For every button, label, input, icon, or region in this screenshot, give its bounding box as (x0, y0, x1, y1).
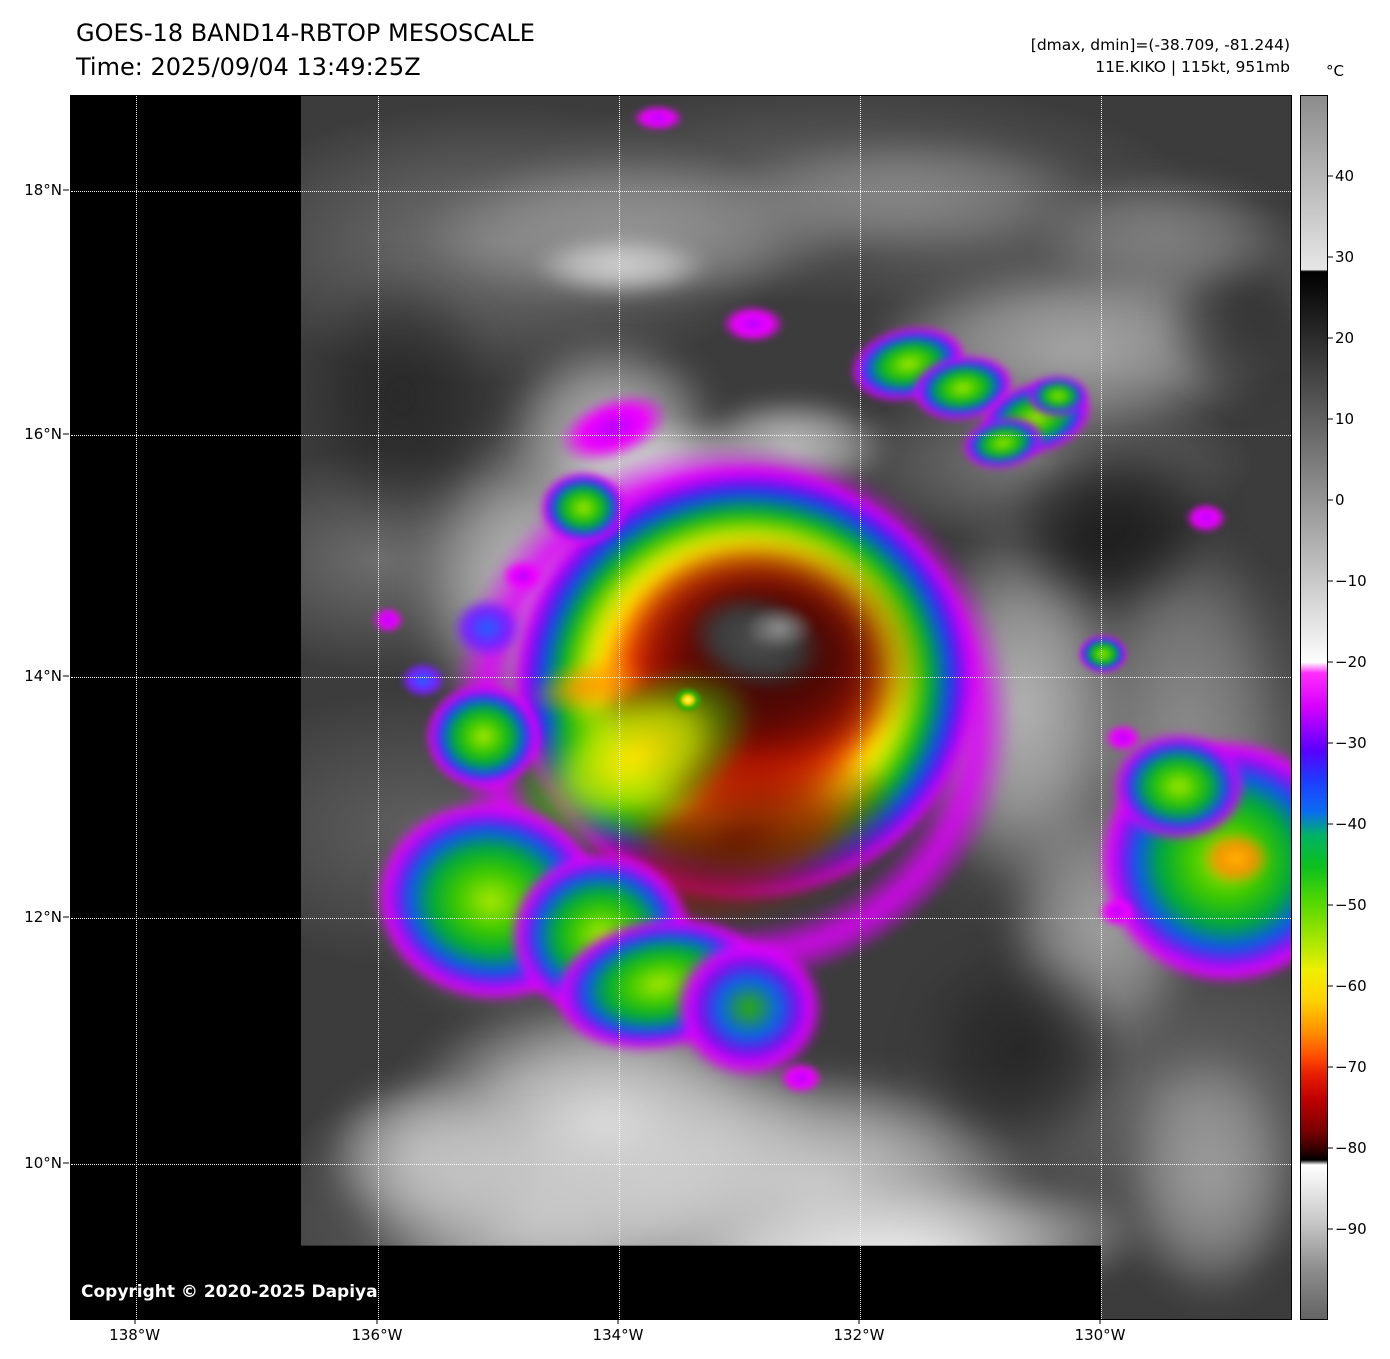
y-axis-tick-mark (63, 1162, 69, 1164)
cold-speck (1185, 503, 1227, 533)
colorbar-tick-label: 10 (1335, 409, 1355, 428)
gridline-longitude (1101, 96, 1103, 1319)
y-axis-tick-label: 18°N (24, 181, 62, 200)
colorbar-tick-mark (1328, 256, 1333, 258)
x-axis-tick-mark (376, 1319, 378, 1324)
colorbar-tick-mark (1328, 337, 1333, 339)
gridline-longitude (377, 96, 379, 1319)
gridline-latitude (71, 435, 1291, 436)
colorbar-tick-label: −60 (1335, 976, 1367, 995)
colorbar-tick-label: −10 (1335, 571, 1367, 590)
x-axis-tick-label: 134°W (592, 1326, 644, 1344)
rainband-blob (425, 683, 541, 789)
rainband-blob (540, 472, 626, 544)
hurricane-eye (673, 687, 703, 713)
x-axis-tick-label: 132°W (833, 1326, 885, 1344)
colorbar-tick-mark (1328, 985, 1333, 987)
x-axis-tick-label: 130°W (1074, 1326, 1126, 1344)
cold-speck (779, 1062, 823, 1094)
colorbar-tick-mark (1328, 823, 1333, 825)
cloud-blob (911, 946, 1131, 1156)
page-title: GOES-18 BAND14-RBTOP MESOSCALE (76, 19, 535, 47)
gridline-latitude (71, 191, 1291, 193)
x-axis-tick-mark (1099, 1319, 1101, 1324)
temperature-colorbar (1300, 95, 1328, 1320)
rainband-blob (674, 938, 824, 1078)
y-axis-tick-label: 14°N (24, 667, 62, 686)
title-block: GOES-18 BAND14-RBTOP MESOSCALE Time: 202… (76, 16, 535, 84)
colorbar-tick-label: −70 (1335, 1057, 1367, 1076)
copyright-text: Copyright © 2020-2025 Dapiya (81, 1282, 378, 1302)
colorbar-tick-mark (1328, 1147, 1333, 1149)
x-axis-tick-label: 138°W (109, 1326, 161, 1344)
cold-speck (372, 607, 404, 633)
colorbar-tick-mark (1328, 580, 1333, 582)
colorbar-tick-label: −40 (1335, 814, 1367, 833)
rainband-blob (452, 598, 522, 658)
y-axis-tick-label: 16°N (24, 425, 62, 443)
y-axis-tick-label: 10°N (24, 1154, 62, 1173)
storm-status: 11E.KIKO | 115kt, 951mb (1095, 58, 1290, 76)
colorbar-tick-mark (1328, 499, 1333, 501)
eye-warm-spot (744, 605, 814, 651)
cloud-blob (321, 1076, 521, 1236)
y-axis-tick-mark (63, 675, 69, 677)
cloud-cluster-blob (1028, 376, 1088, 416)
x-axis-tick-mark (134, 1319, 136, 1324)
cloud-blob (1121, 1046, 1291, 1306)
colorbar-unit-label: °C (1326, 62, 1344, 80)
x-axis-tick-mark (617, 1319, 619, 1324)
cold-speck (502, 560, 544, 592)
colorbar-tick-label: 40 (1335, 166, 1355, 185)
colorbar-tick-label: −50 (1335, 895, 1367, 914)
colorbar-tick-label: −30 (1335, 733, 1367, 752)
cloud-blob (1031, 171, 1291, 301)
east-storm-core (1201, 830, 1271, 886)
colorbar-tick-label: 0 (1335, 490, 1345, 509)
info-block: [dmax, dmin]=(-38.709, -81.244) 11E.KIKO… (1031, 34, 1290, 78)
colorbar-tick-mark (1328, 661, 1333, 663)
y-axis-tick-label: 12°N (24, 907, 62, 926)
dmax-dmin-readout: [dmax, dmin]=(-38.709, -81.244) (1030, 36, 1290, 54)
east-storm-blob (1114, 733, 1244, 839)
colorbar-tick-label: 20 (1335, 328, 1355, 347)
colorbar-tick-label: −80 (1335, 1138, 1367, 1157)
gridline-longitude (135, 96, 137, 1319)
colorbar-tick-mark (1328, 175, 1333, 177)
y-axis-tick-mark (63, 189, 69, 191)
colorbar-tick-mark (1328, 1066, 1333, 1068)
cloud-blob (531, 236, 711, 296)
satellite-map-plot: Copyright © 2020-2025 Dapiya (70, 95, 1292, 1320)
colorbar-tick-mark (1328, 904, 1333, 906)
gridline-longitude (619, 96, 621, 1319)
gridline-latitude (71, 1164, 1291, 1166)
gridline-longitude (859, 96, 861, 1319)
x-axis-tick-mark (858, 1319, 860, 1324)
colorbar-tick-label: −90 (1335, 1219, 1367, 1238)
colorbar-tick-label: 30 (1335, 247, 1355, 266)
colorbar-tick-label: −20 (1335, 652, 1367, 671)
colorbar-tick-mark (1328, 742, 1333, 744)
x-axis-tick-label: 136°W (351, 1326, 403, 1344)
colorbar-tick-mark (1328, 418, 1333, 420)
timestamp: Time: 2025/09/04 13:49:25Z (76, 53, 421, 81)
cold-speck (721, 305, 785, 343)
cold-speck (1098, 897, 1136, 927)
cold-speck (632, 105, 684, 131)
y-axis-tick-mark (63, 916, 69, 918)
cold-speck (400, 662, 446, 698)
gridline-latitude (71, 917, 1291, 919)
cold-speck (1079, 635, 1127, 673)
y-axis-tick-mark (63, 433, 69, 435)
cloud-blob (301, 266, 501, 526)
colorbar-tick-mark (1328, 1228, 1333, 1230)
gridline-latitude (71, 677, 1291, 679)
satellite-imagery (301, 96, 1291, 1319)
cold-speck (1104, 724, 1142, 752)
cloud-blob (1001, 426, 1221, 616)
